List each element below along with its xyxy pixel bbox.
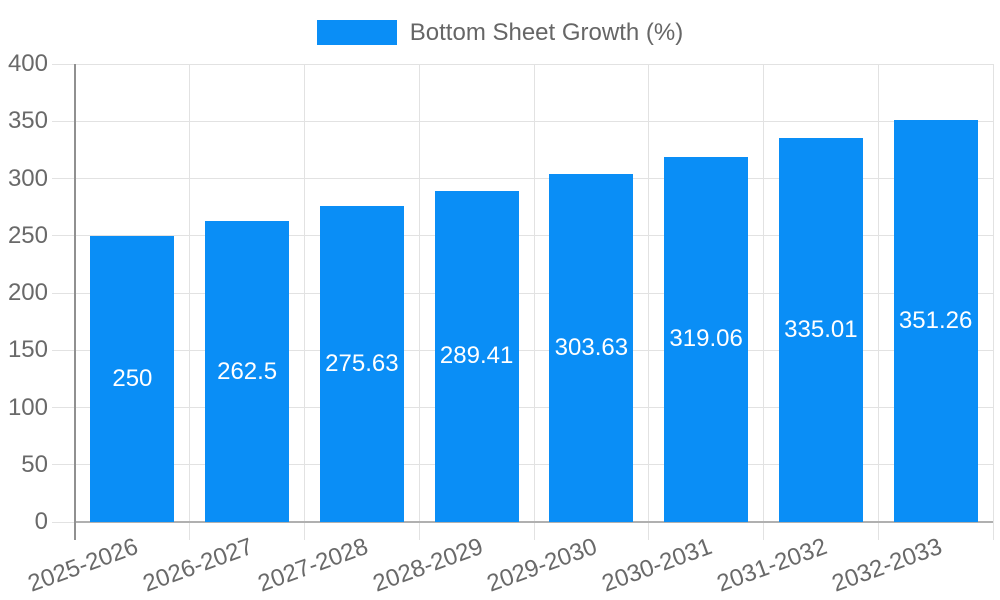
x-tick xyxy=(648,522,650,540)
gridline-v xyxy=(992,64,994,522)
y-tick-label: 200 xyxy=(7,279,48,306)
bar[interactable] xyxy=(778,138,863,522)
y-tick-label: 350 xyxy=(7,107,48,135)
y-tick-label: 250 xyxy=(7,221,48,249)
bar-value-label: 289.41 xyxy=(439,342,514,370)
y-tick-label: 300 xyxy=(7,164,48,192)
x-tick xyxy=(533,522,535,540)
gridline-v xyxy=(304,64,305,522)
y-tick xyxy=(52,407,75,408)
bar-value-label: 275.63 xyxy=(325,350,399,378)
bar-value-label: 319.06 xyxy=(669,325,743,353)
gridline-v xyxy=(189,64,191,522)
y-tick-label: 400 xyxy=(7,50,48,77)
x-tick xyxy=(189,522,191,540)
y-tick-label: 100 xyxy=(7,393,48,421)
gridline-v xyxy=(648,64,650,522)
y-tick xyxy=(52,120,75,122)
x-tick xyxy=(992,522,994,540)
bar[interactable] xyxy=(205,221,290,522)
bar-value-label: 335.01 xyxy=(784,316,858,344)
legend-item[interactable]: Bottom Sheet Growth (%) xyxy=(0,20,1000,45)
bar-value-label: 303.63 xyxy=(554,334,629,362)
y-tick-label: 50 xyxy=(21,450,48,478)
legend-marker-icon xyxy=(316,20,397,45)
bar-value-label: 250 xyxy=(112,364,153,392)
bar[interactable] xyxy=(319,206,404,522)
y-tick xyxy=(52,292,75,294)
bar[interactable] xyxy=(90,235,175,522)
bar-value-label: 262.5 xyxy=(217,357,278,385)
bar[interactable] xyxy=(664,156,749,522)
gridline-v xyxy=(877,64,879,522)
x-tick xyxy=(763,522,764,540)
y-tick xyxy=(52,464,75,466)
y-tick xyxy=(52,63,75,65)
x-tick xyxy=(304,522,305,540)
y-tick-label: 150 xyxy=(7,336,48,364)
y-axis-line xyxy=(74,64,76,540)
gridline-v xyxy=(418,64,420,522)
y-tick xyxy=(52,178,75,179)
x-tick xyxy=(418,522,420,540)
gridline-v xyxy=(763,64,764,522)
x-tick xyxy=(877,522,879,540)
y-tick xyxy=(52,349,75,351)
y-tick xyxy=(52,521,75,523)
y-tick-label: 0 xyxy=(34,508,48,535)
legend-label: Bottom Sheet Growth (%) xyxy=(409,19,684,46)
x-axis-line xyxy=(75,521,993,523)
gridline-v xyxy=(533,64,535,522)
y-tick xyxy=(52,235,75,237)
bar-value-label: 351.26 xyxy=(898,306,973,334)
bar[interactable] xyxy=(549,174,634,522)
bar[interactable] xyxy=(893,119,978,522)
bar[interactable] xyxy=(434,190,519,522)
